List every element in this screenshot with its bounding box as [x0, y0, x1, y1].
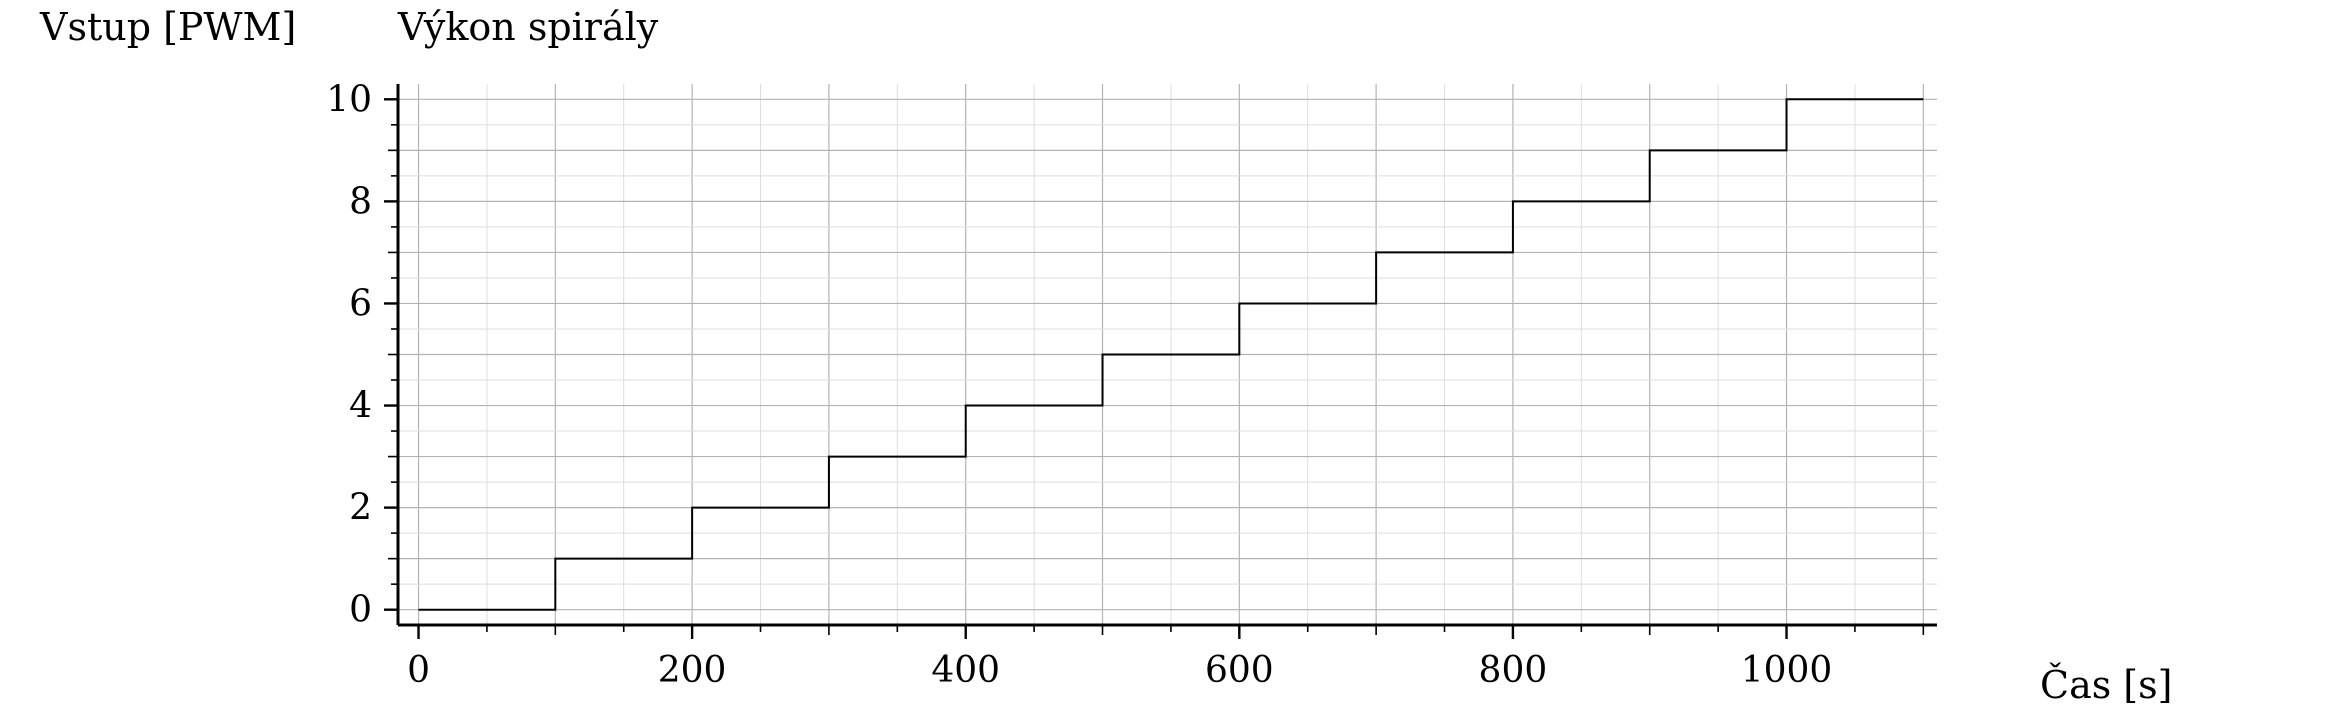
series-group: [418, 98, 1924, 611]
y-axis-label: Vstup [PWM]: [39, 5, 296, 49]
y-tick-label: 8: [349, 181, 372, 222]
ticks: 0 200 400 600 800 1000 0 2 4 6 8 10: [326, 79, 1925, 691]
y-tick-label: 2: [349, 488, 372, 529]
chart-title: Výkon spirály: [397, 5, 659, 49]
x-tick-label: 600: [1205, 650, 1274, 691]
x-axis-label: Čas [s]: [2040, 663, 2172, 707]
y-tick-label: 6: [349, 283, 372, 324]
y-tick-label: 0: [349, 590, 372, 631]
x-tick-label: 200: [658, 650, 727, 691]
y-tick-label: 4: [349, 386, 372, 427]
x-tick-label: 400: [931, 650, 1000, 691]
x-tick-label: 1000: [1741, 650, 1833, 691]
x-tick-label: 0: [407, 650, 430, 691]
y-tick-label: 10: [326, 79, 372, 120]
x-tick-label: 800: [1479, 650, 1548, 691]
series-line: [418, 98, 1924, 611]
